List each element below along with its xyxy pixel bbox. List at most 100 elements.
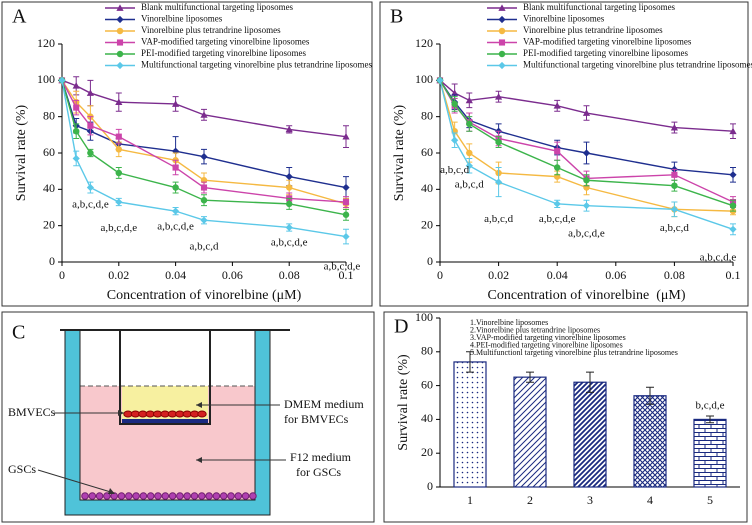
error-bar [466, 351, 474, 373]
legend-label: Vinorelbine plus tetrandrine liposomes [523, 25, 663, 35]
marker [115, 133, 122, 140]
legend-marker [116, 61, 124, 70]
arrow-head [118, 410, 124, 416]
legend-marker [498, 50, 506, 58]
gsc-cell [146, 492, 155, 500]
marker [582, 202, 591, 210]
bar [573, 381, 607, 488]
f12-label: F12 medium [290, 450, 352, 464]
marker [200, 153, 208, 161]
bmvec-label: BMVECs [8, 405, 56, 419]
marker [200, 111, 208, 118]
dmem-label: DMEM medium [284, 397, 364, 411]
marker [172, 184, 179, 191]
legend-marker [116, 27, 124, 35]
gsc-cell [95, 492, 104, 500]
y-tick-label: 100 [415, 310, 433, 324]
point-label: a,b,c,d,e [72, 198, 109, 210]
marker [582, 149, 591, 157]
point-label: a,b,c,d [660, 222, 690, 234]
marker [729, 225, 737, 233]
x-tick-label: 0.1 [339, 268, 354, 282]
marker [115, 198, 123, 206]
point-label: a,b,c,d,e [568, 228, 605, 240]
legend-label: PEI-modified targeting vinorelbine lipos… [523, 48, 689, 58]
panel-label: C [12, 322, 25, 344]
marker [466, 120, 473, 128]
legend-label: 5.Multifunctionl targeting vinorelbine p… [470, 348, 678, 357]
marker [554, 148, 561, 155]
y-tick-label: 20 [43, 217, 55, 231]
marker [670, 123, 678, 131]
legend-label: Vinorelbine plus tetrandrine liposomes [141, 25, 281, 35]
marker [553, 102, 561, 109]
marker [582, 109, 591, 116]
gsc-cell [205, 492, 213, 500]
panel-frame [1, 311, 375, 523]
f12-label: for GSCs [296, 465, 341, 479]
marker [285, 125, 293, 133]
membrane [122, 419, 208, 423]
marker [729, 127, 737, 135]
gsc-cell [176, 492, 184, 500]
x-axis-title: Concentration of vinorelbine (μM) [487, 288, 685, 303]
gsc-cell [103, 492, 111, 500]
gsc-cell [241, 492, 250, 500]
y-tick-label: 40 [421, 181, 433, 195]
gsc-cell [125, 492, 133, 500]
y-tick-label: 120 [415, 36, 433, 50]
series-line [439, 80, 734, 230]
marker [583, 177, 590, 184]
y-tick-label: 20 [421, 445, 433, 459]
point-label: a,b,c,d [440, 164, 470, 176]
marker [466, 149, 473, 157]
marker [495, 138, 502, 146]
marker [73, 104, 80, 111]
legend-label: Blank multifunctional targeting liposome… [523, 2, 676, 12]
bar [513, 376, 547, 488]
marker [553, 164, 561, 171]
x-tick-label: 2 [527, 493, 533, 507]
marker [115, 169, 123, 177]
panel-label: D [394, 316, 408, 338]
legend-marker [116, 4, 124, 11]
gsc-cell [212, 492, 221, 500]
legend-marker [116, 50, 124, 58]
marker [285, 184, 293, 191]
marker [200, 196, 208, 204]
gsc-cell [219, 492, 228, 500]
marker [58, 76, 66, 84]
gsc-cell [161, 492, 170, 500]
gsc-cell [81, 492, 89, 500]
marker [87, 149, 94, 157]
point-label: a,b,c,d,e [324, 260, 361, 272]
y-tick-label: 40 [421, 411, 433, 425]
y-tick-label: 0 [427, 254, 433, 268]
x-tick-label: 0.02 [108, 268, 129, 282]
y-tick-label: 0 [427, 479, 433, 493]
x-tick-label: 0.04 [165, 268, 186, 282]
legend-marker [116, 39, 124, 46]
legend-label: Blank multifunctional targeting liposome… [141, 2, 294, 12]
marker [172, 100, 180, 107]
x-tick-label: 4 [647, 493, 653, 507]
marker [342, 232, 350, 241]
x-tick-label: 3 [587, 493, 593, 507]
legend-marker [498, 4, 506, 11]
y-tick-label: 80 [421, 344, 433, 358]
arrow-head [108, 488, 115, 494]
legend-label: Multifunctional targeting vinorelbine pl… [141, 60, 373, 70]
legend-label: 1.Vinorelbine liposomes [470, 318, 548, 327]
gsc-cell [110, 492, 118, 500]
point-label: a,b,c,d [455, 179, 485, 191]
marker [72, 82, 80, 89]
x-tick-label: 0 [59, 268, 65, 282]
y-axis-title: Survival rate (%) [14, 104, 29, 201]
x-tick-label: 0.04 [547, 268, 568, 282]
bar [693, 418, 727, 488]
x-tick-label: 0.02 [488, 268, 509, 282]
marker [342, 198, 350, 206]
marker [72, 127, 80, 135]
y-tick-label: 60 [421, 377, 433, 391]
y-tick-label: 0 [49, 254, 55, 268]
